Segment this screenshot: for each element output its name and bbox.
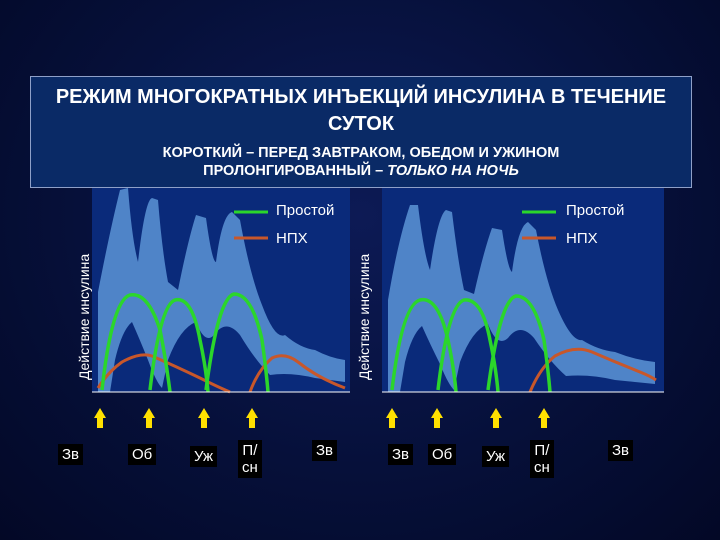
slide-subtitle: КОРОТКИЙ – ПЕРЕД ЗАВТРАКОМ, ОБЕДОМ И УЖИ…	[31, 144, 691, 180]
left-simple-curve-1	[100, 293, 172, 393]
slide-title: РЕЖИМ МНОГОКРАТНЫХ ИНЪЕКЦИЙ ИНСУЛИНА В Т…	[55, 86, 667, 135]
left-x-label-2: Уж	[190, 446, 218, 467]
left-glucose-band	[98, 188, 345, 392]
right-simple-curve-2	[436, 298, 500, 393]
right-glucose-band-inner	[400, 324, 655, 392]
right-simple-curve-1	[390, 298, 458, 393]
left-legend-simple-label: Простой	[272, 202, 339, 219]
left-x-label-0: Зв	[58, 444, 84, 465]
left-nph-curve	[96, 353, 231, 394]
left-x-label-4: Зв	[312, 440, 338, 461]
left-nph-curve-2	[248, 354, 346, 393]
right-legend-nph-label: НПХ	[562, 230, 602, 247]
left-legend-nph-label: НПХ	[272, 230, 312, 247]
right-injection-arrows	[386, 408, 550, 428]
subtitle-line-1: КОРОТКИЙ – ПЕРЕД ЗАВТРАКОМ, ОБЕДОМ И УЖИ…	[162, 145, 560, 161]
right-x-label-4: Зв	[608, 440, 634, 461]
title-box: РЕЖИМ МНОГОКРАТНЫХ ИНЪЕКЦИЙ ИНСУЛИНА В Т…	[30, 76, 692, 188]
right-x-label-3: П/сн	[530, 440, 554, 478]
right-x-label-1: Об	[428, 444, 457, 465]
left-x-label-3: П/сн	[238, 440, 262, 478]
subtitle-line-2-prefix: ПРОЛОНГИРОВАННЫЙ –	[203, 163, 388, 179]
subtitle-line-2: ПРОЛОНГИРОВАННЫЙ – ТОЛЬКО НА НОЧЬ	[31, 162, 691, 180]
left-injection-arrows	[94, 408, 258, 428]
right-legend-simple-label: Простой	[562, 202, 629, 219]
left-simple-curve-3	[204, 292, 270, 393]
left-simple-curve-2	[148, 298, 210, 393]
left-x-label-1: Об	[128, 444, 157, 465]
subtitle-line-2-emphasis: ТОЛЬКО НА НОЧЬ	[387, 163, 519, 179]
right-simple-curve-3	[486, 294, 552, 393]
right-x-label-0: Зв	[388, 444, 414, 465]
right-x-label-2: Уж	[482, 446, 510, 467]
